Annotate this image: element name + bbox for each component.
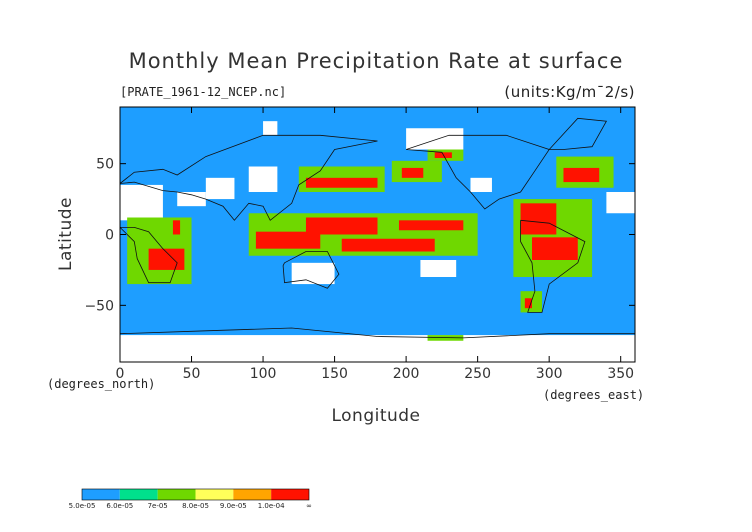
- y-units-note: (degrees_north): [47, 377, 155, 391]
- region-red-30: [532, 237, 578, 260]
- x-tick-label-50: 50: [183, 366, 201, 382]
- x-axis: 0 50 100 150 200 250 300 350: [116, 107, 634, 382]
- colorbar-swatch-3: [195, 489, 234, 500]
- colorbar-swatch-1: [119, 489, 158, 500]
- colorbar-swatch-5: [271, 489, 309, 500]
- x-tick-label-0: 0: [116, 366, 125, 382]
- y-axis-label: Latitude: [56, 197, 76, 271]
- region-white-9: [291, 262, 335, 285]
- x-tick-label-250: 250: [464, 366, 491, 382]
- region-red-23: [255, 231, 321, 249]
- colorbar-tick-label-6: ∞: [306, 502, 312, 510]
- region-white-1: [120, 184, 163, 221]
- region-red-15: [401, 167, 424, 178]
- units-label: (units:Kg/m¯2/s): [504, 83, 635, 101]
- x-tick-label-100: 100: [250, 366, 277, 382]
- x-axis-label: Longitude: [331, 406, 420, 426]
- region-white-0: [120, 335, 635, 362]
- x-tick-label-200: 200: [393, 366, 420, 382]
- land-outline-6: [119, 327, 635, 339]
- land-outline-4: [520, 219, 586, 313]
- land-outline-2: [282, 251, 340, 289]
- land-outline-3: [405, 134, 550, 210]
- region-red-17: [563, 167, 600, 183]
- region-red-21: [305, 217, 378, 235]
- region-red-32: [524, 298, 532, 309]
- chart-title: Monthly Mean Precipitation Rate at surfa…: [129, 49, 624, 73]
- region-red-13: [305, 177, 378, 188]
- region-white-3: [205, 177, 235, 200]
- region-white-10: [420, 260, 457, 277]
- y-tick-label--50: −50: [84, 298, 114, 314]
- region-white-5: [263, 121, 278, 136]
- colorbar-swatch-0: [82, 489, 120, 500]
- y-tick-label-50: 50: [96, 157, 114, 173]
- plot-area: [119, 106, 636, 363]
- land-outline-5: [548, 117, 608, 150]
- region-red-24: [341, 238, 435, 252]
- region-white-8: [606, 192, 635, 214]
- region-red-29: [520, 203, 557, 235]
- colorbar-tick-label-4: 9.0e-05: [220, 502, 247, 510]
- land-outline-0: [119, 134, 378, 221]
- colorbar-tick-label-2: 7e-05: [148, 502, 168, 510]
- x-tick-label-300: 300: [536, 366, 563, 382]
- colorbar-tick-label-3: 8.0e-05: [182, 502, 209, 510]
- source-label: [PRATE_1961-12_NCEP.nc]: [120, 85, 286, 99]
- precipitation-regions: [120, 121, 635, 362]
- x-tick-label-350: 350: [607, 366, 634, 382]
- region-white-6: [406, 128, 464, 150]
- region-red-22: [398, 220, 464, 231]
- land-outlines: [119, 117, 635, 339]
- colorbar-tick-label-0: 5.0e-05: [69, 502, 96, 510]
- colorbar-frame: [81, 488, 310, 501]
- region-red-26: [148, 248, 185, 270]
- colorbar-swatch-4: [233, 489, 272, 500]
- x-units-note: (degrees_east): [543, 388, 644, 402]
- y-tick-label-0: 0: [105, 228, 114, 244]
- region-white-4: [248, 166, 278, 192]
- colorbar-tick-label-5: 1.0e-04: [258, 502, 285, 510]
- land-outline-1: [119, 227, 178, 284]
- region-white-7: [470, 177, 492, 192]
- region-red-27: [172, 220, 181, 235]
- x-tick-label-150: 150: [321, 366, 348, 382]
- colorbar-tick-label-1: 6.0e-05: [106, 502, 133, 510]
- y-axis: 50 0 −50: [84, 157, 635, 314]
- colorbar: 5.0e-05 6.0e-05 7e-05 8.0e-05 9.0e-05 1.0e-04…: [69, 488, 312, 510]
- colorbar-swatch-2: [157, 489, 196, 500]
- region-white-2: [177, 192, 206, 207]
